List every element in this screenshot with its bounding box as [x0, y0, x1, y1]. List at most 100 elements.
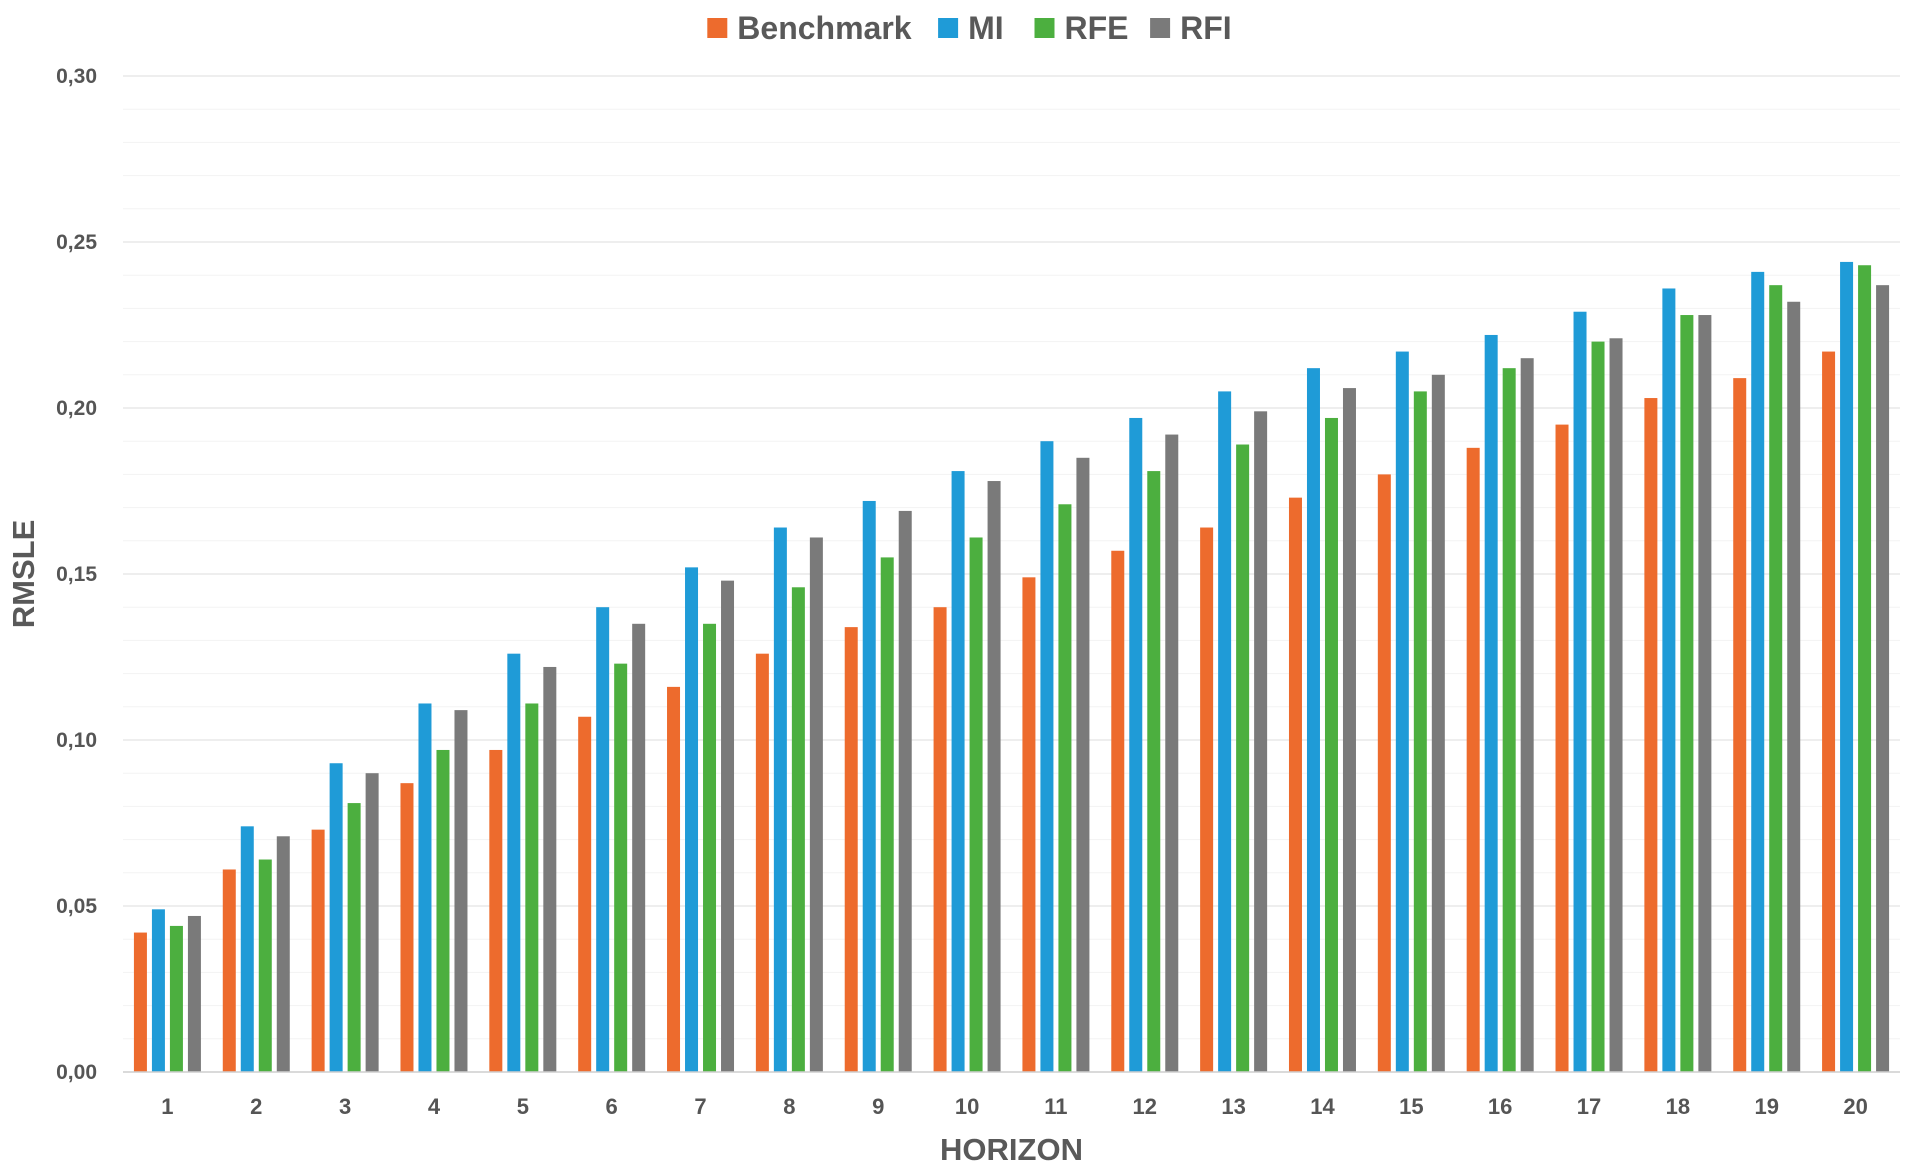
- bar-benchmark-12: [1111, 550, 1125, 1072]
- bar-rfe-2: [258, 859, 272, 1072]
- bar-mi-17: [1573, 311, 1587, 1073]
- bar-mi-4: [418, 703, 432, 1072]
- x-tick-label: 18: [1666, 1094, 1690, 1119]
- legend-swatch-benchmark: [707, 18, 728, 38]
- bar-mi-2: [240, 826, 254, 1072]
- bar-mi-7: [685, 567, 699, 1072]
- x-tick-label: 14: [1310, 1094, 1335, 1119]
- bar-mi-16: [1484, 334, 1498, 1073]
- bar-benchmark-20: [1822, 351, 1836, 1072]
- bar-mi-18: [1662, 288, 1676, 1073]
- bar-mi-20: [1840, 261, 1854, 1072]
- bar-mi-8: [773, 527, 787, 1072]
- legend-swatch-rfe: [1034, 18, 1055, 38]
- legend: Benchmark MI RFE RFI: [707, 10, 1232, 46]
- bar-rfe-19: [1769, 285, 1783, 1072]
- x-axis-title: HORIZON: [940, 1132, 1083, 1167]
- x-tick-label: 15: [1399, 1094, 1423, 1119]
- x-tick-label: 17: [1577, 1094, 1601, 1119]
- bar-rfi-2: [276, 836, 290, 1072]
- bar-rfi-9: [898, 510, 912, 1072]
- y-tick-label: 0,15: [56, 563, 97, 586]
- bar-mi-1: [151, 909, 165, 1072]
- x-tick-label: 6: [606, 1094, 618, 1119]
- bar-benchmark-5: [489, 749, 503, 1072]
- bar-rfi-10: [987, 481, 1001, 1072]
- bar-rfi-11: [1076, 457, 1090, 1072]
- bar-rfe-12: [1147, 471, 1161, 1073]
- bar-mi-11: [1040, 441, 1054, 1072]
- bar-rfe-17: [1591, 341, 1605, 1073]
- bar-benchmark-16: [1466, 447, 1480, 1073]
- bar-rfe-6: [614, 663, 628, 1072]
- legend-swatch-rfi: [1150, 18, 1171, 38]
- bar-rfi-3: [365, 773, 379, 1072]
- bar-rfi-7: [721, 580, 735, 1072]
- bar-rfi-1: [187, 915, 201, 1072]
- legend-label-benchmark: Benchmark: [737, 10, 912, 46]
- x-tick-label: 10: [955, 1094, 979, 1119]
- bar-mi-14: [1306, 368, 1320, 1072]
- bar-benchmark-18: [1644, 398, 1658, 1072]
- bar-rfe-4: [436, 749, 450, 1072]
- x-tick-label: 12: [1133, 1094, 1157, 1119]
- bar-rfi-4: [454, 710, 468, 1072]
- x-tick-label: 16: [1488, 1094, 1512, 1119]
- x-axis-ticks: 1 2 3 4 5 6 7 8 9 10 11 12 13 14 15 16 17 18 19 20: [161, 1094, 1868, 1119]
- x-tick-label: 7: [694, 1094, 706, 1119]
- bar-rfe-14: [1324, 417, 1338, 1073]
- bar-benchmark-13: [1200, 527, 1214, 1072]
- bar-benchmark-3: [311, 829, 325, 1072]
- legend-label-rfe: RFE: [1065, 10, 1129, 46]
- bar-mi-6: [596, 607, 610, 1072]
- x-tick-label: 5: [517, 1094, 529, 1119]
- bar-mi-10: [951, 471, 965, 1073]
- bar-rfe-3: [347, 803, 361, 1072]
- gridlines: [123, 75, 1900, 1073]
- bar-benchmark-8: [755, 653, 769, 1072]
- bar-rfi-5: [543, 666, 557, 1072]
- bar-benchmark-19: [1733, 378, 1747, 1072]
- bar-rfe-16: [1502, 368, 1516, 1072]
- bar-benchmark-9: [844, 627, 858, 1072]
- bar-benchmark-7: [667, 686, 681, 1072]
- x-tick-label: 1: [161, 1094, 173, 1119]
- y-tick-label: 0,30: [56, 65, 97, 88]
- bar-benchmark-1: [133, 932, 147, 1072]
- x-tick-label: 8: [783, 1094, 795, 1119]
- bar-rfe-13: [1236, 444, 1250, 1072]
- legend-swatch-mi: [938, 18, 959, 38]
- bar-benchmark-2: [222, 869, 236, 1072]
- bar-rfe-11: [1058, 504, 1072, 1072]
- bar-rfi-17: [1609, 338, 1623, 1072]
- x-tick-label: 3: [339, 1094, 351, 1119]
- bar-rfe-8: [791, 587, 805, 1072]
- x-tick-label: 2: [250, 1094, 262, 1119]
- bar-rfe-9: [880, 557, 894, 1072]
- bar-rfe-5: [525, 703, 539, 1072]
- bar-rfe-7: [703, 623, 717, 1072]
- bar-rfe-18: [1680, 315, 1694, 1072]
- bar-rfi-15: [1431, 374, 1445, 1072]
- bar-rfi-19: [1787, 301, 1801, 1072]
- bar-rfi-8: [809, 537, 823, 1072]
- bar-rfi-12: [1165, 434, 1179, 1072]
- bar-rfe-10: [969, 537, 983, 1072]
- bar-mi-19: [1751, 271, 1765, 1072]
- y-tick-label: 0,10: [56, 729, 97, 752]
- y-axis-title: RMSLE: [6, 520, 41, 629]
- y-axis-ticks: 0,00 0,05 0,10 0,15 0,20 0,25 0,30: [56, 65, 97, 1084]
- bar-rfi-13: [1254, 411, 1268, 1072]
- legend-label-rfi: RFI: [1180, 10, 1232, 46]
- bar-mi-13: [1218, 391, 1232, 1072]
- bar-benchmark-6: [578, 716, 592, 1072]
- bar-benchmark-15: [1377, 474, 1391, 1072]
- legend-label-mi: MI: [968, 10, 1004, 46]
- x-tick-label: 11: [1044, 1094, 1067, 1119]
- x-tick-label: 20: [1843, 1094, 1867, 1119]
- bar-rfe-1: [169, 925, 183, 1072]
- bar-mi-12: [1129, 417, 1143, 1073]
- y-tick-label: 0,05: [56, 895, 97, 918]
- bar-benchmark-17: [1555, 424, 1569, 1073]
